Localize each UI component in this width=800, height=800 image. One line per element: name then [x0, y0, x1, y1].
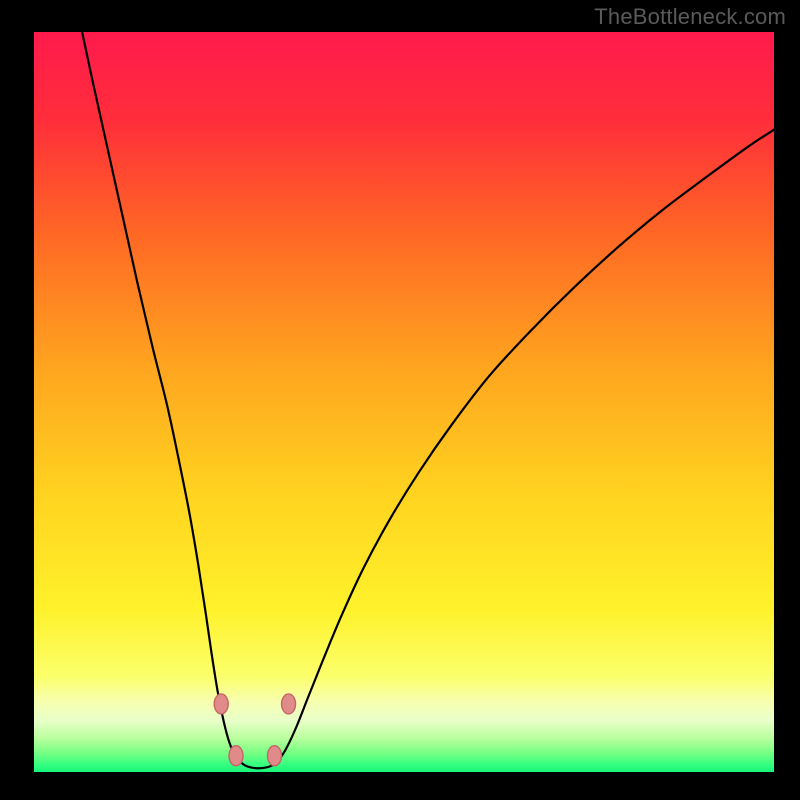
curve-marker	[268, 746, 282, 766]
bottleneck-curve-chart	[0, 0, 800, 800]
curve-marker	[214, 694, 228, 714]
curve-marker	[282, 694, 296, 714]
watermark-text: TheBottleneck.com	[594, 4, 786, 30]
chart-container: TheBottleneck.com	[0, 0, 800, 800]
curve-marker	[229, 746, 243, 766]
plot-background-gradient	[34, 32, 774, 772]
